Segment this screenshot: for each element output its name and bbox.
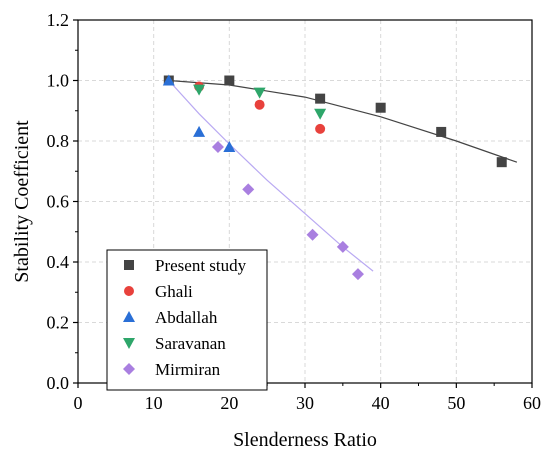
fit-curve <box>168 79 518 163</box>
data-point-abdallah <box>223 141 236 153</box>
legend-marker-saravanan <box>123 338 135 349</box>
x-tick-label: 60 <box>523 393 541 413</box>
legend-marker-present-study <box>124 260 134 270</box>
data-point-mirmiran <box>242 183 255 196</box>
data-point-abdallah <box>193 125 206 137</box>
legend-marker-mirmiran <box>123 363 135 375</box>
y-tick-label: 1.2 <box>47 10 70 30</box>
data-point-mirmiran <box>211 141 224 154</box>
x-tick-label: 0 <box>74 393 83 413</box>
data-point-saravanan <box>193 84 206 96</box>
data-point-saravanan <box>314 108 327 120</box>
x-tick-label: 20 <box>220 393 238 413</box>
legend-label-present-study: Present study <box>155 256 247 275</box>
data-point-mirmiran <box>351 268 364 281</box>
data-point-mirmiran <box>336 240 349 253</box>
data-point-present-study <box>436 126 447 137</box>
x-tick-label: 50 <box>447 393 465 413</box>
legend-label-abdallah: Abdallah <box>155 308 218 327</box>
legend-label-mirmiran: Mirmiran <box>155 360 221 379</box>
data-point-ghali <box>315 123 326 134</box>
data-points <box>162 74 507 281</box>
data-point-present-study <box>315 93 326 104</box>
x-axis-title: Slenderness Ratio <box>233 429 377 451</box>
y-tick-label: 0.6 <box>47 192 70 212</box>
data-point-present-study <box>375 102 386 113</box>
data-point-present-study <box>496 157 507 168</box>
y-tick-label: 0.8 <box>47 131 70 151</box>
legend: Present study Ghali Abdallah Saravanan Mirmi… <box>106 249 268 391</box>
x-tick-label: 40 <box>372 393 390 413</box>
legend-marker-ghali <box>124 286 134 296</box>
axis-ticks: 0 10 20 30 40 50 60 0.0 0.2 0.4 0.6 0.8 1.0 1.2 <box>47 10 542 413</box>
y-tick-label: 1.0 <box>47 71 70 91</box>
legend-label-ghali: Ghali <box>155 282 193 301</box>
data-point-saravanan <box>253 87 266 99</box>
y-tick-label: 0.0 <box>47 373 70 393</box>
data-point-ghali <box>254 99 265 110</box>
y-tick-label: 0.4 <box>47 252 70 272</box>
data-point-present-study <box>224 75 235 86</box>
legend-marker-abdallah <box>123 311 135 322</box>
x-tick-label: 10 <box>145 393 163 413</box>
data-point-mirmiran <box>306 228 319 241</box>
x-tick-label: 30 <box>296 393 314 413</box>
y-axis-title: Stability Coefficient <box>11 120 33 283</box>
legend-label-saravanan: Saravanan <box>155 334 226 353</box>
data-point-abdallah <box>162 74 175 86</box>
y-tick-label: 0.2 <box>47 313 70 333</box>
